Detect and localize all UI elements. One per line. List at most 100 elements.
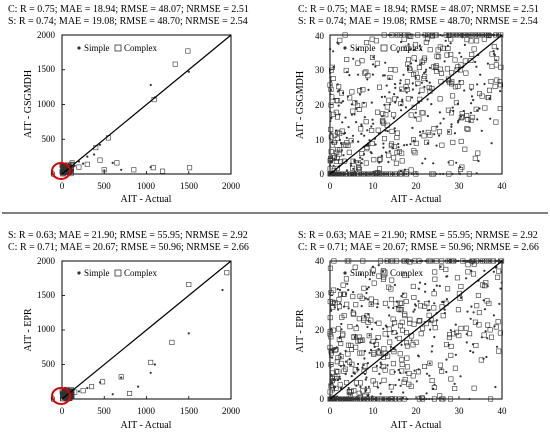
point-complex (337, 130, 343, 136)
point-complex (446, 171, 452, 177)
y-axis-label: AIT - GSGMDH (295, 71, 306, 139)
point-complex (356, 316, 362, 322)
point-complex (402, 32, 408, 38)
point-simple (387, 397, 390, 401)
point-complex (386, 152, 392, 158)
point-complex (359, 58, 365, 64)
point-simple (485, 355, 488, 359)
point-simple (329, 120, 332, 123)
point-complex (370, 378, 376, 384)
point-simple (374, 65, 377, 68)
point-simple (353, 336, 356, 339)
point-simple (341, 121, 344, 124)
point-complex (419, 59, 425, 65)
point-simple (439, 265, 442, 268)
point-complex (386, 97, 392, 103)
point-simple (414, 303, 417, 306)
point-simple (460, 115, 463, 118)
point-simple (474, 33, 477, 37)
point-complex (331, 258, 337, 264)
point-complex (376, 166, 382, 172)
point-simple (411, 82, 414, 85)
point-complex (350, 165, 356, 171)
point-complex (399, 300, 405, 306)
point-complex (472, 155, 478, 161)
point-complex (347, 95, 353, 101)
point-complex (410, 137, 416, 143)
point-complex (459, 111, 465, 117)
x-tick-label: 2000 (222, 406, 241, 416)
point-complex (375, 349, 381, 355)
point-complex (410, 283, 416, 289)
point-simple (149, 166, 152, 169)
point-complex (451, 331, 457, 337)
point-simple (397, 146, 400, 149)
point-complex (450, 93, 456, 99)
point-complex (491, 44, 497, 50)
point-complex (403, 298, 409, 304)
point-simple (149, 371, 152, 374)
point-simple (425, 68, 428, 71)
point-complex (404, 343, 410, 349)
point-complex (456, 333, 462, 339)
point-complex (452, 57, 458, 63)
point-simple (356, 397, 359, 401)
point-complex (333, 368, 339, 374)
point-simple (413, 369, 416, 372)
point-complex (338, 291, 344, 297)
point-simple (453, 33, 456, 37)
point-simple (149, 83, 152, 87)
point-simple (389, 397, 392, 401)
point-complex (376, 320, 382, 326)
point-complex (397, 300, 403, 306)
x-tick-label: 10 (369, 406, 379, 416)
point-complex (398, 101, 404, 107)
point-simple (120, 376, 123, 379)
point-complex (363, 160, 369, 166)
x-tick-label: 20 (412, 406, 422, 416)
point-complex (342, 396, 348, 402)
point-complex (399, 158, 405, 164)
point-complex (476, 322, 482, 328)
point-complex (353, 344, 359, 350)
point-complex (446, 335, 452, 341)
point-complex (328, 134, 334, 140)
point-complex (348, 171, 354, 177)
point-complex (381, 377, 387, 383)
point-simple (399, 384, 402, 387)
point-complex (431, 291, 437, 297)
point-complex (455, 64, 461, 70)
point-complex (375, 334, 381, 340)
point-complex (413, 140, 419, 146)
point-simple (424, 282, 427, 286)
point-simple (338, 375, 341, 378)
point-complex (353, 302, 359, 308)
point-complex (404, 79, 410, 85)
point-complex (351, 334, 357, 340)
point-complex (404, 364, 410, 370)
point-simple (61, 392, 64, 395)
point-simple (417, 355, 420, 358)
stats-line-1: S: R = 0.63; MAE = 21.90; RMSE = 55.95; … (298, 230, 538, 241)
point-simple (353, 160, 356, 163)
point-complex (328, 290, 334, 296)
point-simple (383, 95, 386, 98)
point-simple (339, 356, 342, 359)
point-simple (475, 172, 478, 175)
point-simple (470, 88, 473, 91)
point-complex (360, 258, 366, 264)
point-simple (336, 288, 339, 291)
point-complex (185, 48, 191, 54)
point-simple (435, 144, 438, 147)
point-complex (391, 349, 397, 355)
point-complex (350, 158, 356, 164)
stats-line-2: S: R = 0.74; MAE = 19.08; RMSE = 48.70; … (298, 16, 538, 27)
point-complex (421, 133, 427, 139)
point-complex (490, 258, 496, 264)
point-complex (485, 322, 491, 328)
point-simple (459, 375, 462, 378)
point-simple (459, 172, 462, 176)
point-simple (438, 284, 441, 288)
point-complex (391, 329, 397, 335)
point-simple (415, 84, 418, 87)
